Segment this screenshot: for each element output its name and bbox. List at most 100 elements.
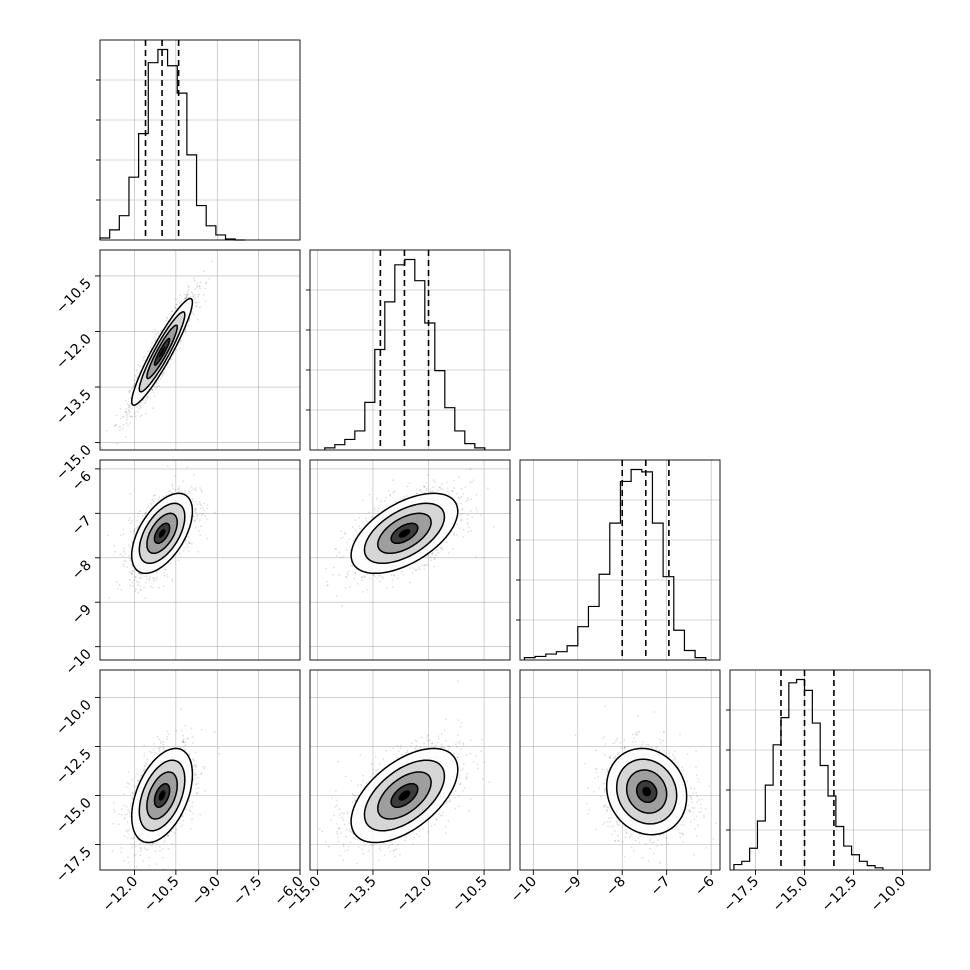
- scatter-point: [157, 379, 160, 382]
- scatter-point: [439, 546, 442, 549]
- scatter-point: [426, 474, 429, 477]
- scatter-point: [185, 296, 188, 299]
- scatter-point: [186, 738, 189, 741]
- scatter-point: [158, 750, 161, 752]
- scatter-point: [140, 576, 142, 579]
- scatter-point: [140, 573, 142, 575]
- scatter-point: [166, 735, 169, 738]
- scatter-point: [199, 519, 201, 522]
- scatter-point: [123, 550, 125, 553]
- scatter-point: [429, 490, 432, 493]
- scatter-point: [365, 520, 368, 523]
- scatter-point: [460, 502, 462, 505]
- scatter-point: [163, 839, 166, 841]
- scatter-point: [185, 294, 188, 297]
- scatter-point: [133, 379, 136, 382]
- scatter-point: [125, 805, 128, 808]
- scatter-point: [170, 358, 173, 360]
- scatter-point: [128, 411, 131, 414]
- scatter-point: [190, 291, 193, 294]
- scatter-point: [348, 570, 350, 573]
- scatter-point: [193, 763, 196, 766]
- scatter-point: [167, 490, 170, 493]
- scatter-point: [125, 829, 128, 832]
- scatter-point: [473, 479, 475, 482]
- scatter-point: [189, 492, 191, 494]
- scatter-point: [156, 572, 158, 574]
- histogram-steps: [733, 678, 884, 870]
- scatter-point: [182, 740, 184, 743]
- histogram-panel-3: [726, 669, 931, 871]
- scatter-point: [154, 340, 156, 343]
- scatter-point: [131, 572, 134, 575]
- scatter-point: [461, 513, 464, 515]
- scatter-point: [138, 572, 141, 575]
- scatter-point: [204, 515, 207, 518]
- scatter-point: [125, 560, 127, 563]
- scatter-point: [356, 582, 359, 585]
- scatter-point: [393, 574, 396, 577]
- scatter-point: [119, 408, 122, 410]
- scatter-point: [120, 813, 123, 816]
- contour-line-0: [153, 522, 171, 545]
- scatter-point: [129, 571, 132, 573]
- scatter-point: [162, 372, 165, 374]
- scatter-point: [107, 534, 110, 537]
- scatter-point: [158, 738, 161, 741]
- scatter-point: [158, 496, 161, 499]
- scatter-point: [135, 377, 138, 380]
- scatter-point: [118, 583, 121, 586]
- scatter-point: [183, 738, 185, 741]
- scatter-point: [140, 414, 143, 416]
- scatter-point: [138, 408, 141, 410]
- scatter-point: [198, 293, 201, 296]
- scatter-point: [167, 847, 170, 850]
- scatter-point: [142, 768, 145, 771]
- scatter-point: [423, 564, 426, 567]
- scatter-point: [198, 501, 201, 503]
- scatter-point: [182, 739, 185, 742]
- scatter-point: [166, 316, 168, 319]
- scatter-point: [139, 405, 142, 408]
- scatter-point: [461, 509, 464, 511]
- scatter-point: [379, 580, 381, 583]
- scatter-point: [352, 540, 355, 542]
- scatter-point: [348, 538, 351, 540]
- scatter-point: [129, 558, 132, 561]
- scatter-point: [130, 415, 133, 418]
- scatter-point: [461, 507, 464, 510]
- scatter-point: [113, 544, 115, 547]
- scatter-point: [426, 555, 428, 557]
- scatter-point: [139, 415, 142, 418]
- scatter-point: [190, 727, 193, 730]
- scatter-point: [125, 422, 128, 425]
- scatter-point: [135, 865, 138, 868]
- histogram-steps: [99, 48, 245, 241]
- scatter-point: [194, 301, 197, 304]
- scatter-point: [460, 495, 463, 498]
- scatter-point: [151, 341, 153, 344]
- scatter-point: [441, 546, 443, 548]
- scatter-point: [126, 813, 129, 815]
- scatter-point: [151, 389, 153, 391]
- scatter-point: [451, 489, 453, 492]
- scatter-point: [475, 494, 478, 496]
- scatter-point: [146, 395, 149, 398]
- scatter-point: [129, 415, 132, 418]
- scatter-point: [126, 413, 129, 416]
- scatter-point: [412, 567, 415, 570]
- scatter-point: [175, 348, 178, 351]
- scatter-point: [369, 577, 371, 580]
- scatter-point: [129, 403, 132, 406]
- panel-content: [111, 708, 221, 870]
- scatter-point: [196, 284, 199, 287]
- scatter-point: [159, 746, 162, 748]
- scatter-point: [162, 374, 165, 376]
- scatter-point: [140, 588, 142, 591]
- scatter-point: [191, 295, 194, 298]
- panel-frame: [309, 459, 511, 661]
- scatter-point: [178, 347, 181, 350]
- scatter-point: [149, 585, 152, 588]
- scatter-point: [353, 577, 355, 580]
- scatter-point: [123, 817, 125, 820]
